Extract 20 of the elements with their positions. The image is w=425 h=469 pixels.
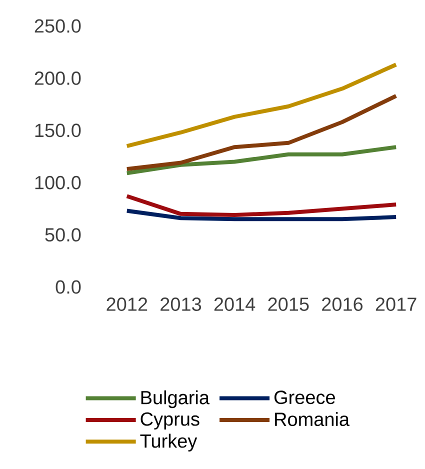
legend-label: Turkey — [140, 434, 198, 452]
x-tick-label: 2016 — [322, 298, 363, 311]
y-tick-label: 50.0 — [45, 228, 81, 242]
y-tick-label: 150.0 — [35, 124, 81, 138]
line-series — [124, 145, 398, 176]
legend-label: Romania — [275, 412, 350, 426]
legend-label: Bulgaria — [141, 390, 210, 408]
x-tick-label: 2012 — [106, 298, 148, 311]
legend-label: Greece — [274, 390, 335, 404]
x-tick-label: 2017 — [376, 298, 416, 311]
y-tick-label: 200.0 — [34, 71, 81, 85]
y-tick-label: 250.0 — [34, 19, 81, 33]
line-series — [124, 62, 398, 148]
x-tick-label: 2015 — [268, 298, 309, 311]
legend-label: Cyprus — [140, 412, 200, 430]
x-tick-label: 2013 — [160, 298, 202, 311]
y-tick-label: 0.0 — [56, 280, 81, 294]
y-tick-label: 100.0 — [35, 176, 81, 190]
x-tick-label: 2014 — [214, 298, 256, 311]
line-series — [124, 94, 398, 172]
